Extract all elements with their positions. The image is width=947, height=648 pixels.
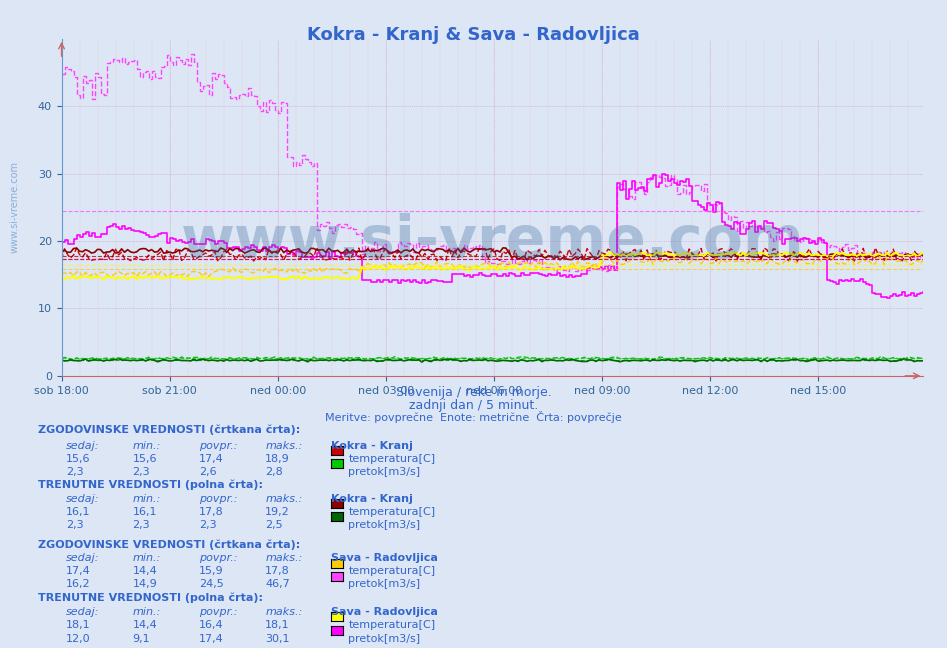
Text: pretok[m3/s]: pretok[m3/s] — [348, 520, 420, 529]
Text: 18,1: 18,1 — [265, 620, 290, 630]
Text: www.si-vreme.com: www.si-vreme.com — [9, 161, 19, 253]
Text: Kokra - Kranj & Sava - Radovljica: Kokra - Kranj & Sava - Radovljica — [307, 26, 640, 44]
Text: 2,3: 2,3 — [133, 520, 151, 529]
Text: ZGODOVINSKE VREDNOSTI (črtkana črta):: ZGODOVINSKE VREDNOSTI (črtkana črta): — [38, 424, 300, 435]
Text: sedaj:: sedaj: — [66, 494, 99, 503]
Text: 18,9: 18,9 — [265, 454, 290, 463]
Text: temperatura[C]: temperatura[C] — [348, 507, 436, 516]
Text: 46,7: 46,7 — [265, 579, 290, 589]
Text: pretok[m3/s]: pretok[m3/s] — [348, 634, 420, 643]
Text: 12,0: 12,0 — [66, 634, 91, 643]
Text: 15,6: 15,6 — [133, 454, 157, 463]
Text: TRENUTNE VREDNOSTI (polna črta):: TRENUTNE VREDNOSTI (polna črta): — [38, 480, 263, 490]
Text: 16,2: 16,2 — [66, 579, 91, 589]
Text: temperatura[C]: temperatura[C] — [348, 566, 436, 576]
Text: temperatura[C]: temperatura[C] — [348, 454, 436, 463]
Text: 2,6: 2,6 — [199, 467, 217, 476]
Text: Kokra - Kranj: Kokra - Kranj — [331, 441, 413, 450]
Text: 15,9: 15,9 — [199, 566, 223, 576]
Text: www.si-vreme.com: www.si-vreme.com — [181, 213, 804, 270]
Text: Meritve: povprečne  Enote: metrične  Črta: povprečje: Meritve: povprečne Enote: metrične Črta:… — [325, 411, 622, 424]
Text: maks.:: maks.: — [265, 607, 302, 617]
Text: 2,3: 2,3 — [199, 520, 217, 529]
Text: povpr.:: povpr.: — [199, 441, 238, 450]
Text: 14,4: 14,4 — [133, 566, 157, 576]
Text: 15,6: 15,6 — [66, 454, 91, 463]
Text: min.:: min.: — [133, 607, 161, 617]
Text: sedaj:: sedaj: — [66, 607, 99, 617]
Text: 2,3: 2,3 — [66, 467, 84, 476]
Text: 17,4: 17,4 — [66, 566, 91, 576]
Text: 9,1: 9,1 — [133, 634, 151, 643]
Text: 17,8: 17,8 — [199, 507, 223, 516]
Text: sedaj:: sedaj: — [66, 553, 99, 563]
Text: 2,5: 2,5 — [265, 520, 283, 529]
Text: 17,4: 17,4 — [199, 634, 223, 643]
Text: Sava - Radovljica: Sava - Radovljica — [331, 553, 438, 563]
Text: 2,8: 2,8 — [265, 467, 283, 476]
Text: TRENUTNE VREDNOSTI (polna črta):: TRENUTNE VREDNOSTI (polna črta): — [38, 593, 263, 603]
Text: ZGODOVINSKE VREDNOSTI (črtkana črta):: ZGODOVINSKE VREDNOSTI (črtkana črta): — [38, 539, 300, 550]
Text: Kokra - Kranj: Kokra - Kranj — [331, 494, 413, 503]
Text: povpr.:: povpr.: — [199, 553, 238, 563]
Text: 16,1: 16,1 — [66, 507, 91, 516]
Text: 19,2: 19,2 — [265, 507, 290, 516]
Text: 2,3: 2,3 — [133, 467, 151, 476]
Text: 18,1: 18,1 — [66, 620, 91, 630]
Text: 30,1: 30,1 — [265, 634, 290, 643]
Text: min.:: min.: — [133, 494, 161, 503]
Text: 14,4: 14,4 — [133, 620, 157, 630]
Text: zadnji dan / 5 minut.: zadnji dan / 5 minut. — [409, 399, 538, 411]
Text: maks.:: maks.: — [265, 494, 302, 503]
Text: 16,4: 16,4 — [199, 620, 223, 630]
Text: maks.:: maks.: — [265, 553, 302, 563]
Text: min.:: min.: — [133, 553, 161, 563]
Text: Sava - Radovljica: Sava - Radovljica — [331, 607, 438, 617]
Text: 2,3: 2,3 — [66, 520, 84, 529]
Text: povpr.:: povpr.: — [199, 607, 238, 617]
Text: temperatura[C]: temperatura[C] — [348, 620, 436, 630]
Text: 24,5: 24,5 — [199, 579, 223, 589]
Text: 16,1: 16,1 — [133, 507, 157, 516]
Text: povpr.:: povpr.: — [199, 494, 238, 503]
Text: 17,8: 17,8 — [265, 566, 290, 576]
Text: pretok[m3/s]: pretok[m3/s] — [348, 467, 420, 476]
Text: sedaj:: sedaj: — [66, 441, 99, 450]
Text: Slovenija / reke in morje.: Slovenija / reke in morje. — [396, 386, 551, 399]
Text: 17,4: 17,4 — [199, 454, 223, 463]
Text: 14,9: 14,9 — [133, 579, 157, 589]
Text: maks.:: maks.: — [265, 441, 302, 450]
Text: pretok[m3/s]: pretok[m3/s] — [348, 579, 420, 589]
Text: min.:: min.: — [133, 441, 161, 450]
